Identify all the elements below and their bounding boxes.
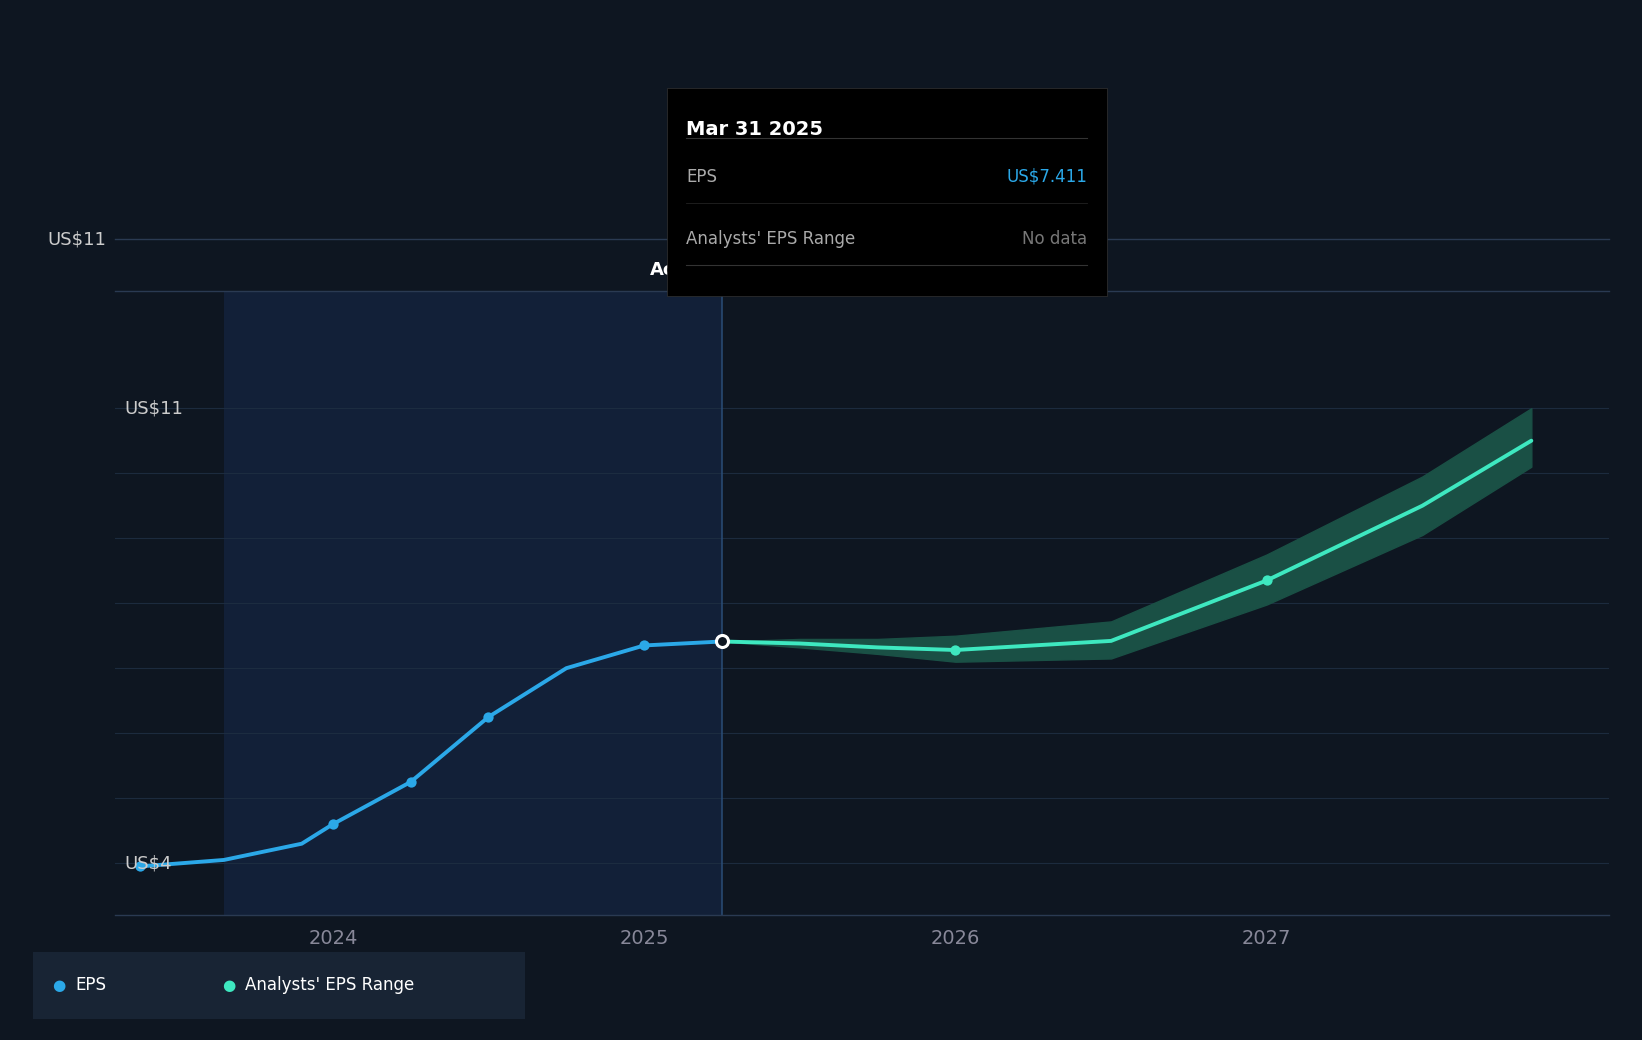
Text: EPS: EPS	[686, 167, 718, 186]
Bar	[223, 291, 722, 915]
Text: US$4: US$4	[125, 854, 172, 873]
Text: US$11: US$11	[48, 230, 107, 249]
Text: Actual: Actual	[650, 261, 714, 280]
Text: ●: ●	[222, 978, 235, 993]
Text: EPS: EPS	[76, 977, 107, 994]
Point	[943, 642, 969, 658]
Text: US$7.411: US$7.411	[1007, 167, 1087, 186]
Text: Mar 31 2025: Mar 31 2025	[686, 120, 823, 138]
Point	[475, 708, 501, 725]
Point	[126, 858, 153, 875]
Text: US$11: US$11	[125, 399, 184, 417]
Point	[709, 633, 736, 650]
Text: Analysts' EPS Range: Analysts' EPS Range	[686, 230, 855, 249]
Point	[1253, 572, 1279, 589]
Text: No data: No data	[1021, 230, 1087, 249]
Text: Analysts Forecasts: Analysts Forecasts	[731, 261, 898, 280]
Text: Analysts' EPS Range: Analysts' EPS Range	[245, 977, 414, 994]
Point	[631, 638, 657, 654]
Point	[397, 774, 424, 790]
Point	[320, 815, 346, 832]
Text: ●: ●	[53, 978, 66, 993]
